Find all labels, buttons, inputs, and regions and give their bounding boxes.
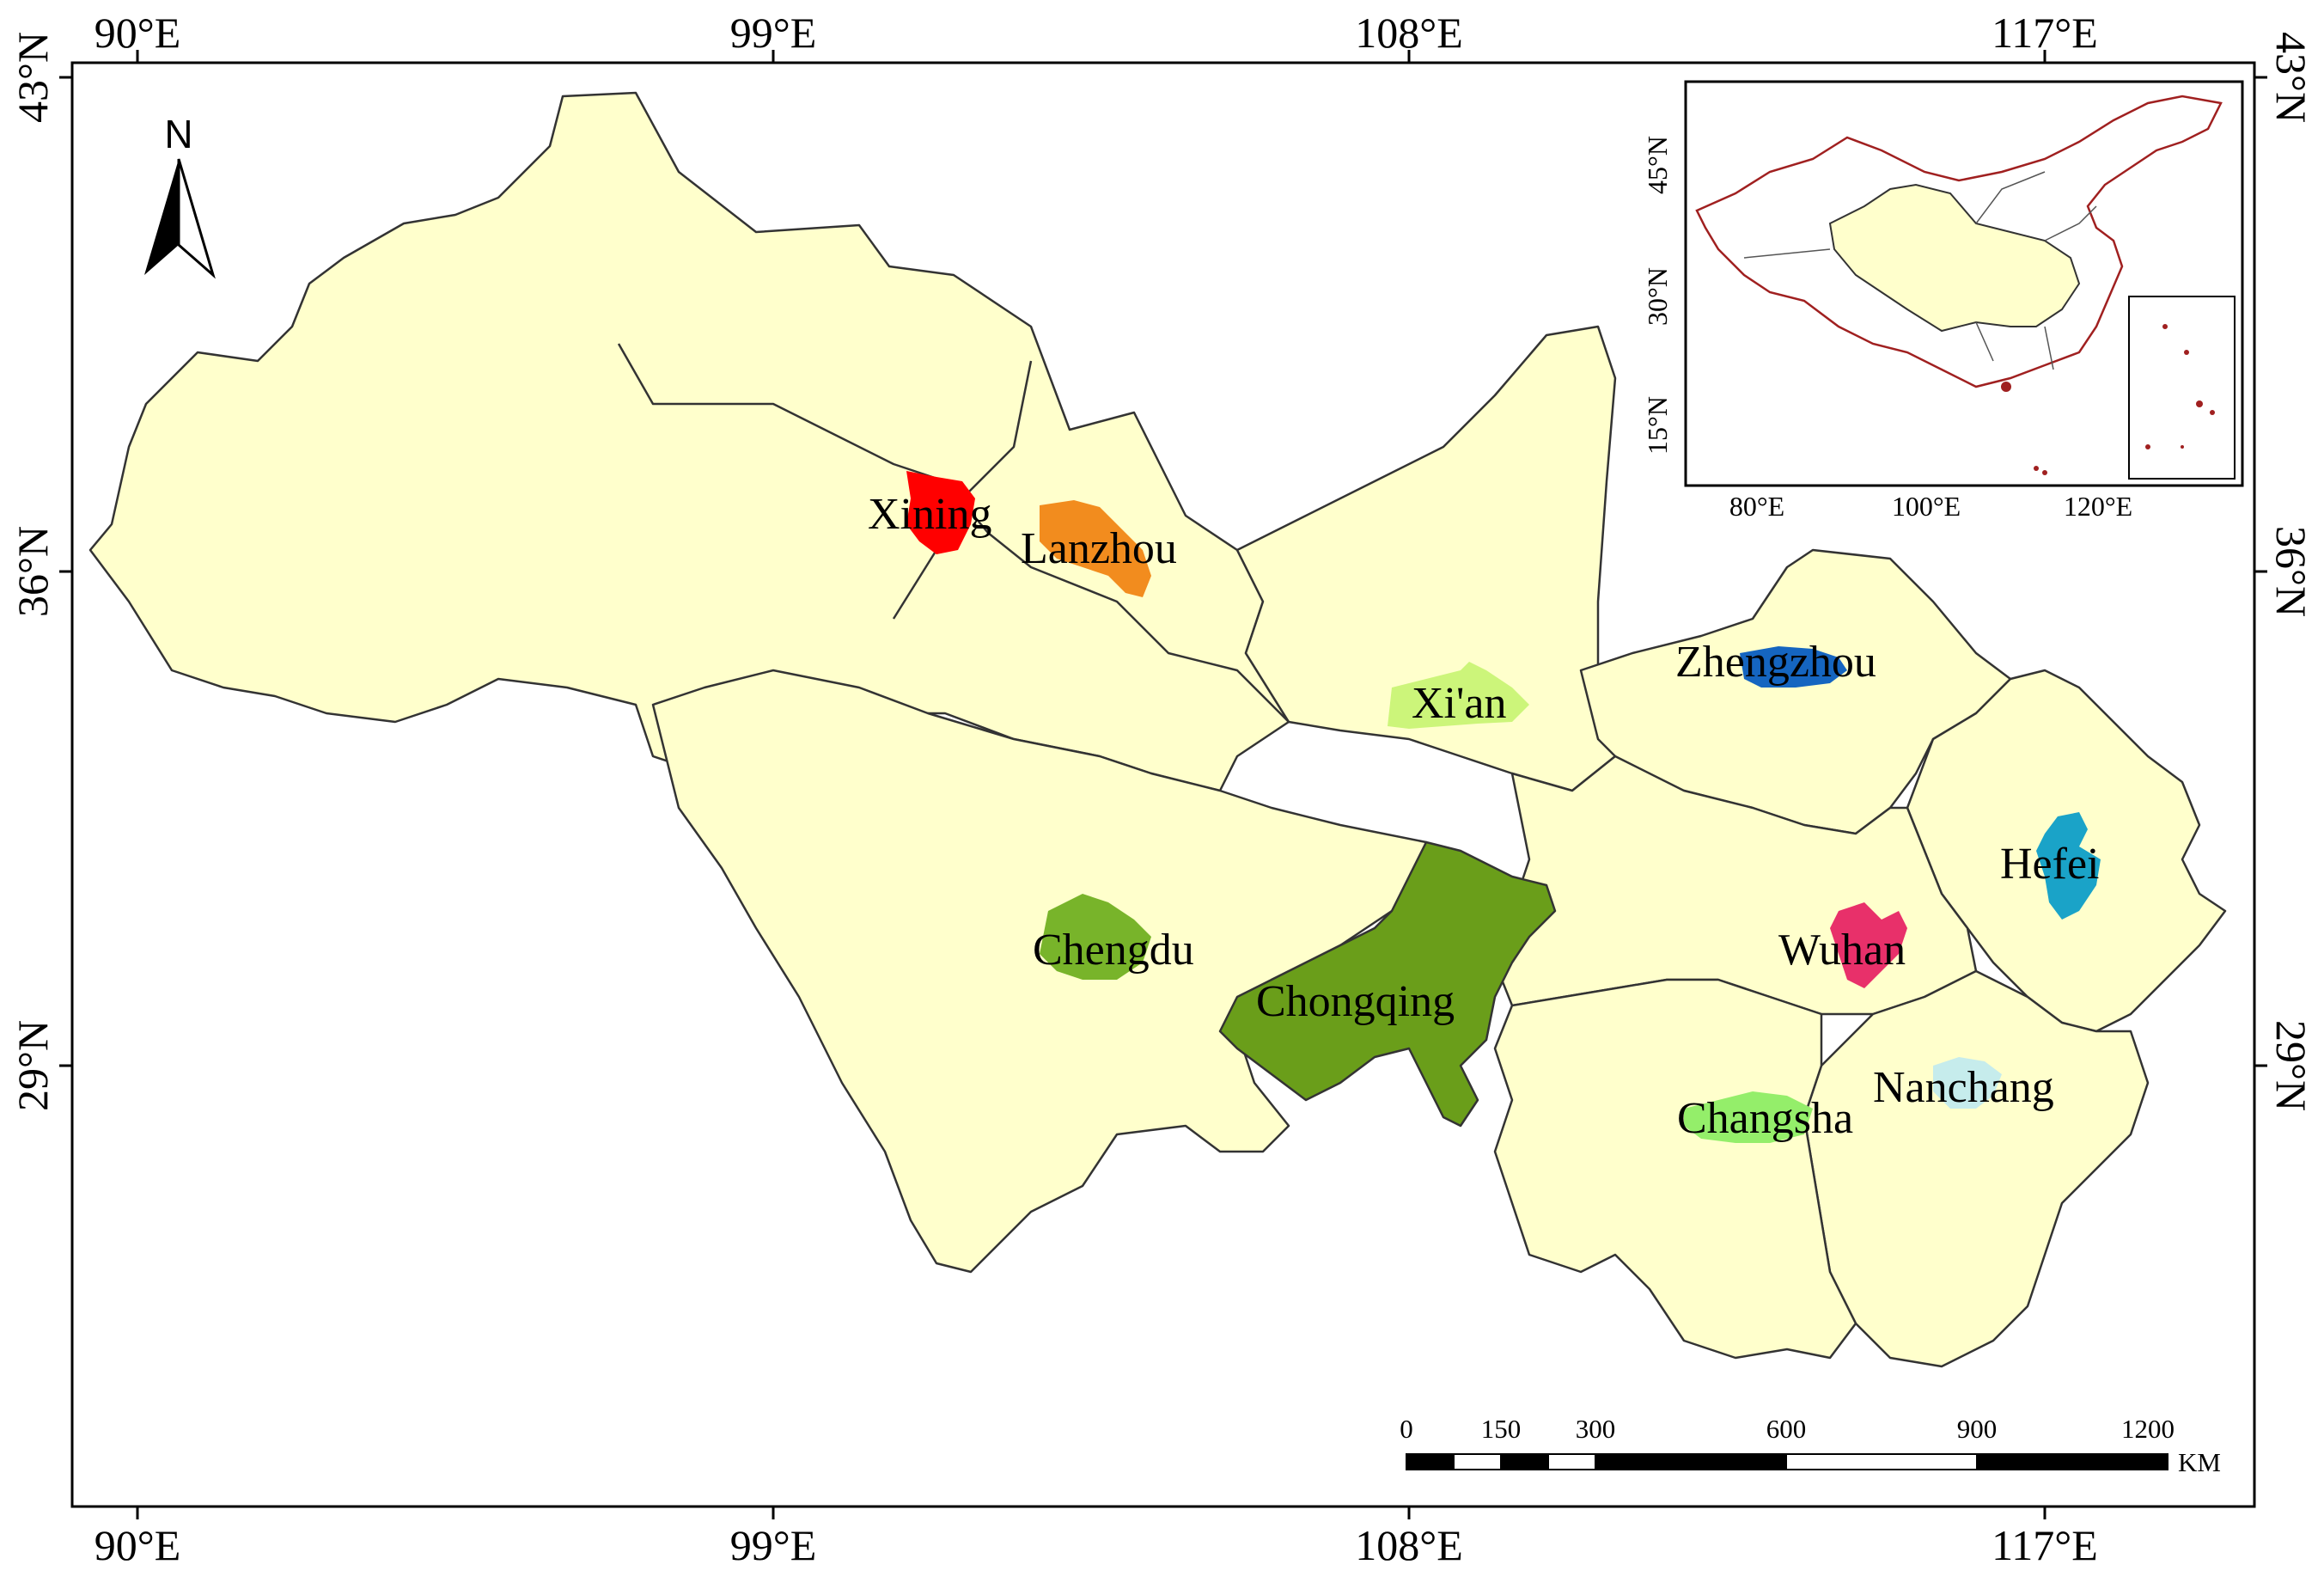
lat-label-left: 43°N <box>9 32 57 123</box>
city-label-xining: Xining <box>868 490 991 539</box>
lat-label-right: 43°N <box>2267 32 2315 123</box>
scale-label: 300 <box>1576 1414 1616 1444</box>
city-label-zhengzhou: Zhengzhou <box>1675 638 1876 687</box>
north-arrow-label: N <box>164 112 192 156</box>
city-lanzhou-area <box>1040 500 1151 597</box>
lon-label-bottom: 117°E <box>1992 1521 2098 1569</box>
inset-lat-label: 15°N <box>1642 396 1673 455</box>
city-label-hefei: Hefei <box>2000 840 2099 889</box>
city-label-changsha: Changsha <box>1677 1094 1853 1143</box>
province-sichuan <box>651 669 1454 1274</box>
inset-lat-label: 45°N <box>1642 136 1673 194</box>
city-hefei-area <box>2036 812 2101 920</box>
scale-label: 1200 <box>2121 1414 2175 1444</box>
city-label-chongqing: Chongqing <box>1256 977 1455 1026</box>
scale-unit: KM <box>2178 1447 2221 1477</box>
lat-labels-left: 43°N 36°N 29°N <box>9 32 57 1111</box>
scale-label: 600 <box>1766 1414 1807 1444</box>
inset-map: 45°N 30°N 15°N 80°E 100°E 120°E <box>1642 80 2244 522</box>
city-zhengzhou-area <box>1740 646 1847 688</box>
border-line <box>617 343 1290 723</box>
province-northwest <box>88 91 1290 792</box>
scale-label: 0 <box>1400 1414 1413 1444</box>
city-labels: Xining Lanzhou Xi'an Zhengzhou Hefei Che… <box>868 490 2099 1143</box>
city-wuhan-area <box>1830 902 1907 988</box>
lon-label-top: 99°E <box>730 9 817 57</box>
inset-islands <box>2001 324 2215 475</box>
province-layer <box>88 91 2227 1368</box>
lon-label-bottom: 108°E <box>1355 1521 1463 1569</box>
province-chongqing <box>1218 840 1557 1128</box>
province-hunan <box>1493 978 1857 1360</box>
lon-label-bottom: 99°E <box>730 1521 817 1569</box>
lon-label-top: 108°E <box>1355 9 1463 57</box>
city-nanchang-area <box>1933 1057 2002 1109</box>
city-label-lanzhou: Lanzhou <box>1021 524 1177 573</box>
city-label-wuhan: Wuhan <box>1778 926 1906 975</box>
tick-marks <box>59 50 2267 1519</box>
lon-label-top: 117°E <box>1992 9 2098 57</box>
inset-lon-label: 120°E <box>2064 491 2132 522</box>
city-label-xian: Xi'an <box>1412 679 1506 728</box>
lat-label-left: 36°N <box>9 526 57 617</box>
north-arrow-icon <box>144 158 216 279</box>
lon-labels-bottom: 90°E 99°E 108°E 117°E <box>95 1521 2098 1569</box>
lon-labels-top: 90°E 99°E 108°E 117°E <box>95 9 2098 57</box>
lon-label-bottom: 90°E <box>95 1521 181 1569</box>
lat-label-right: 36°N <box>2267 526 2315 617</box>
inset-lat-label: 30°N <box>1642 267 1673 326</box>
map-frame <box>70 61 2256 1508</box>
inset-lon-label: 100°E <box>1892 491 1961 522</box>
scale-bar-segments <box>1406 1453 2168 1470</box>
city-label-chengdu: Chengdu <box>1033 926 1194 975</box>
lat-label-right: 29°N <box>2267 1020 2315 1111</box>
city-xian-area <box>1388 662 1529 729</box>
inset-lon-label: 80°E <box>1729 491 1784 522</box>
lat-labels-right: 43°N 36°N 29°N <box>2267 32 2315 1111</box>
scale-label: 900 <box>1957 1414 1998 1444</box>
inset-province-lines <box>1743 171 2097 370</box>
lat-label-left: 29°N <box>9 1020 57 1111</box>
inset-south-china-sea-box <box>2128 296 2236 480</box>
city-chengdu-area <box>1040 894 1151 980</box>
inset-study-area <box>1828 183 2081 333</box>
province-jiangxi <box>1802 969 2150 1368</box>
scale-label: 150 <box>1481 1414 1522 1444</box>
city-label-nanchang: Nanchang <box>1873 1063 2054 1112</box>
lon-label-top: 90°E <box>95 9 181 57</box>
north-arrow: N <box>144 112 216 279</box>
city-changsha-area <box>1684 1091 1813 1143</box>
city-layer <box>906 471 2101 1143</box>
scale-bar: 0 150 300 600 900 1200 KM <box>1400 1414 2221 1477</box>
city-xining-area <box>906 471 975 554</box>
